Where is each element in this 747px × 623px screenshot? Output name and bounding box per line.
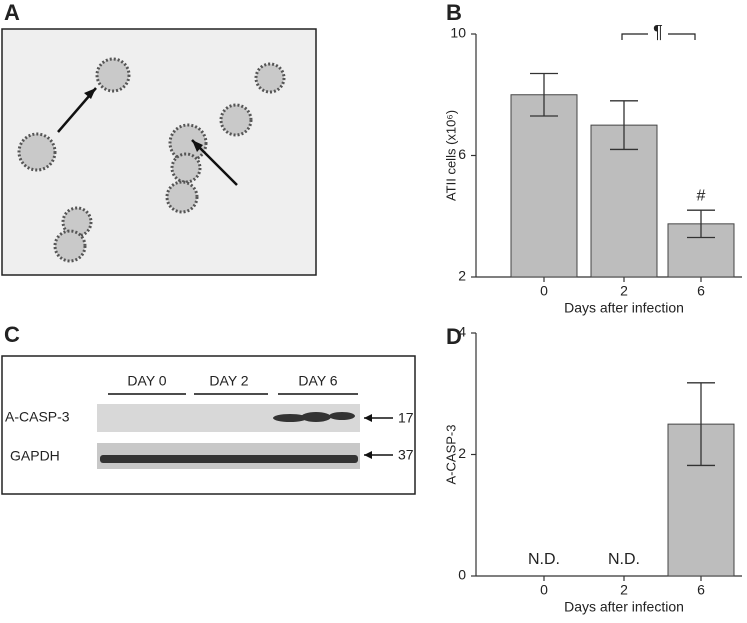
micrograph — [1, 28, 317, 276]
day-label: DAY 2 — [209, 373, 248, 389]
panel-letter: D — [446, 324, 462, 349]
y-axis-label: ATII cells (x10⁶) — [443, 110, 458, 201]
not-detected-label: N.D. — [608, 551, 640, 568]
x-tick-label: 0 — [540, 582, 548, 598]
x-tick-label: 2 — [620, 582, 628, 598]
bracket-label: ¶ — [653, 22, 663, 42]
x-axis-label: Days after infection — [564, 300, 684, 316]
y-axis-label: A-CASP-3 — [443, 425, 458, 485]
error-bar — [687, 209, 715, 239]
not-detected-label: N.D. — [528, 551, 560, 568]
error-bar — [610, 100, 638, 151]
panel-letter: B — [446, 0, 462, 25]
x-tick-label: 0 — [540, 283, 548, 299]
blot-label: A-CASP-3 — [5, 409, 70, 425]
western-blot: DAY 0 DAY 2 DAY 6 A-CASP-3 GAPDH 17 37 — [1, 355, 416, 495]
x-tick-label: 6 — [697, 283, 705, 299]
x-tick-label: 2 — [620, 283, 628, 299]
panel-letter: A — [4, 0, 20, 25]
error-bar — [687, 382, 715, 467]
y-tick-label: 4 — [458, 324, 466, 340]
significance-label: # — [697, 187, 706, 204]
bar — [510, 94, 578, 278]
band-size: 17 — [398, 410, 414, 426]
x-axis-label: Days after infection — [564, 599, 684, 615]
error-bar — [530, 72, 558, 117]
day-label: DAY 0 — [127, 373, 166, 389]
y-tick-label: 2 — [458, 445, 466, 461]
blot-label: GAPDH — [10, 448, 60, 464]
y-tick-label: 2 — [458, 268, 466, 284]
day-label: DAY 6 — [298, 373, 337, 389]
y-tick-label: 10 — [450, 25, 466, 41]
bar — [590, 124, 658, 278]
band-size: 37 — [398, 447, 414, 463]
y-tick-label: 0 — [458, 567, 466, 583]
significance-bracket — [621, 33, 696, 40]
x-tick-label: 6 — [697, 582, 705, 598]
panel-letter: C — [4, 322, 20, 347]
y-tick-label: 6 — [458, 146, 466, 162]
